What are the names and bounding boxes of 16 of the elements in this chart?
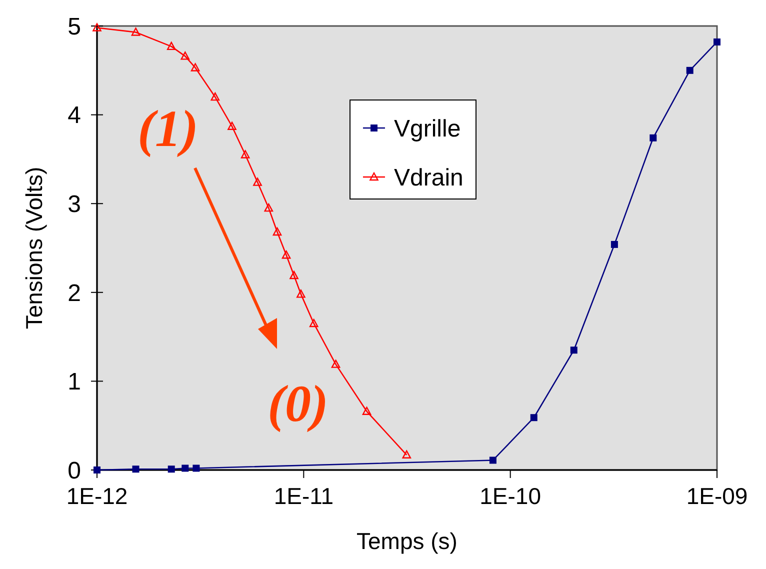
annotation: (0): [268, 376, 328, 433]
y-axis-title: Tensions (Volts): [21, 166, 47, 330]
y-tick-label: 1: [68, 368, 81, 396]
x-tick-label: 1E-12: [66, 483, 128, 509]
y-tick-label: 0: [68, 457, 81, 484]
y-tick-label: 5: [68, 13, 81, 40]
y-tick-label: 3: [68, 191, 81, 218]
legend-label: Vdrain: [394, 164, 464, 192]
y-tick-label: 2: [68, 280, 81, 307]
y-tick-label: 4: [68, 102, 81, 130]
x-axis-title: Temps (s): [356, 528, 458, 554]
x-tick-label: 1E-11: [274, 483, 334, 509]
x-tick-label: 1E-10: [480, 483, 542, 509]
x-tick-label: 1E-09: [686, 483, 748, 509]
legend-label: Vgrille: [394, 115, 461, 142]
annotation: (1): [138, 101, 198, 158]
